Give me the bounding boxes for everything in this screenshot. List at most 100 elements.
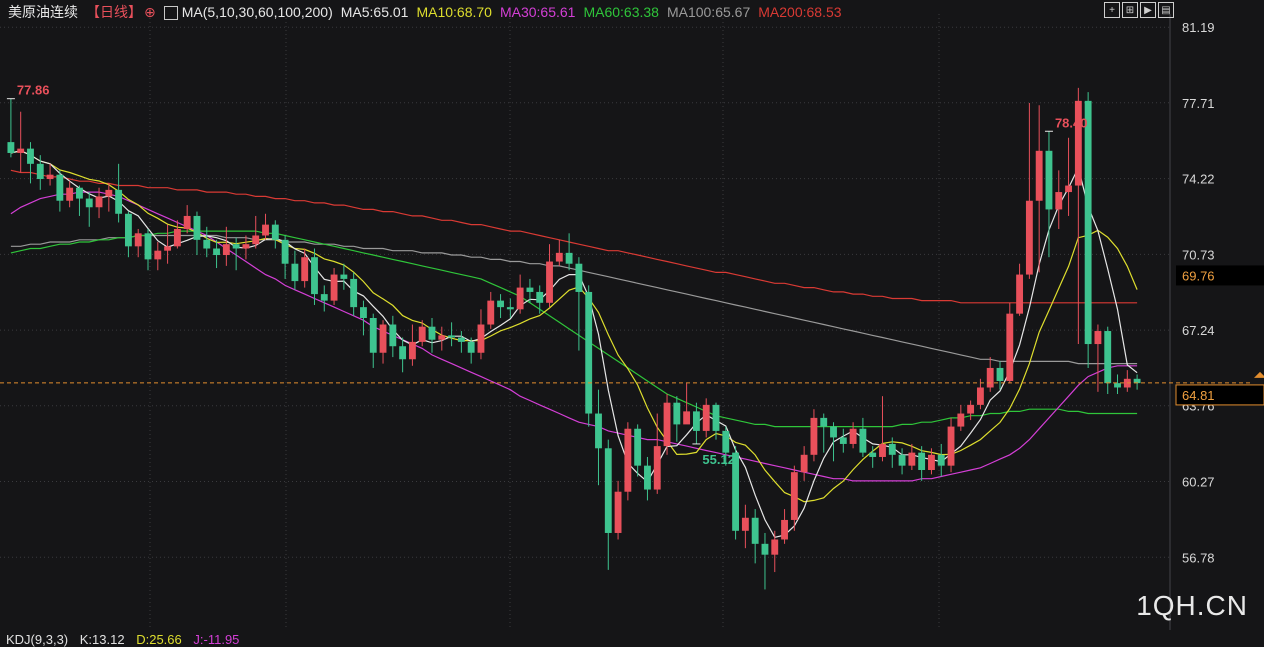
play-icon[interactable]: ▶ [1140, 2, 1156, 18]
kdj-k: K:13.12 [79, 632, 125, 647]
candle-body [457, 337, 465, 342]
y-tick-label: 70.73 [1182, 247, 1215, 262]
candle-body [928, 454, 935, 470]
candle-body [702, 404, 710, 431]
candle-body [66, 187, 74, 201]
candle-body [732, 452, 740, 531]
candle-body [957, 413, 965, 427]
y-tick-label: 60.27 [1182, 475, 1215, 490]
candle-body [271, 224, 279, 240]
chart-toolbar: + ⊞ ▶ ▤ [1104, 2, 1174, 18]
candle-body [1016, 274, 1024, 314]
candle-body [1074, 100, 1082, 186]
candle-body [849, 428, 857, 444]
ma10-marker-label: 69.76 [1182, 268, 1215, 283]
layout-icon[interactable]: ⊞ [1122, 2, 1138, 18]
symbol-name[interactable]: 美原油连续 [8, 4, 78, 20]
candle-body [947, 426, 955, 466]
chart-icon[interactable]: ▤ [1158, 2, 1174, 18]
kdj-label[interactable]: KDJ(9,3,3) [6, 632, 69, 647]
candle-body [262, 224, 269, 236]
candle-body [830, 426, 837, 438]
candle-body [1006, 313, 1014, 381]
candle-body [536, 291, 544, 303]
extreme-label: 77.86 [17, 83, 50, 98]
candle-body [418, 326, 426, 342]
candle-body [7, 142, 15, 153]
candle-body [800, 454, 808, 473]
y-tick-label: 74.22 [1182, 172, 1215, 187]
candle-body [154, 250, 162, 260]
candle-body [360, 307, 367, 318]
candle-body [555, 252, 563, 262]
candle-body [976, 387, 984, 405]
candle-body [311, 257, 318, 295]
candle-body [1104, 331, 1112, 384]
candle-body [712, 404, 720, 431]
candle-body [369, 318, 377, 353]
candle-body [918, 452, 926, 470]
kdj-indicator: KDJ(9,3,3) K:13.12 D:25.66 J:-11.95 [6, 632, 247, 647]
candle-body [859, 428, 867, 453]
candle-body [673, 402, 681, 425]
candle-body [634, 428, 642, 466]
candle-body [1035, 150, 1043, 201]
price-axis: 81.1977.7174.2270.7367.2463.7660.2756.78… [1175, 20, 1264, 565]
grid [0, 14, 1171, 630]
candle-body [1084, 100, 1092, 345]
candle-body [1094, 331, 1102, 345]
ma200-line [10, 169, 1138, 304]
candle-body [183, 215, 191, 229]
candle-body [604, 448, 612, 533]
candle-body [203, 239, 211, 249]
candle-body [1133, 378, 1141, 384]
candle-body [164, 246, 172, 251]
period-label[interactable]: 【日线】 [86, 4, 142, 20]
candle-body [467, 341, 475, 353]
ma-params[interactable]: MA(5,10,30,60,100,200) [181, 4, 333, 20]
candle-body [115, 189, 123, 214]
candle-body [585, 291, 593, 414]
candle-body [173, 228, 181, 247]
candle-body [683, 411, 691, 425]
candle-body [565, 252, 573, 264]
candle-body [908, 452, 916, 466]
candle-body [27, 148, 34, 164]
extreme-label: 55.12 [702, 452, 735, 467]
candle-body [291, 263, 299, 282]
candle-body [751, 517, 759, 544]
candle-body [36, 163, 44, 180]
y-tick-label: 56.78 [1182, 550, 1215, 565]
candle-body [771, 539, 779, 555]
candle-body [428, 326, 436, 340]
candle-body [761, 543, 769, 555]
candle-body [144, 233, 152, 260]
candle-body [820, 417, 828, 427]
settings-icon[interactable]: ⊕ [144, 3, 156, 20]
candle-body [448, 335, 456, 338]
candle-body [408, 341, 416, 360]
indicator-icon[interactable] [163, 6, 178, 20]
y-tick-label: 67.24 [1182, 323, 1215, 338]
candle-body [76, 187, 83, 199]
candle-body [595, 413, 602, 449]
candle-body [95, 196, 103, 208]
candle-body [722, 430, 730, 453]
candle-body [869, 452, 877, 457]
plus-square-icon[interactable]: + [1104, 2, 1120, 18]
y-tick-label: 81.19 [1182, 20, 1215, 35]
kdj-d: D:25.66 [136, 632, 182, 647]
candle-body [546, 261, 553, 303]
candle-body [85, 198, 93, 208]
candle-body [487, 300, 495, 325]
ma10-marker-box [1176, 265, 1264, 286]
candle-body [1065, 185, 1072, 193]
kdj-j: J:-11.95 [193, 632, 240, 647]
ma200-value: MA200:68.53 [758, 4, 842, 20]
candle-body [506, 307, 514, 310]
ma30-value: MA30:65.61 [499, 4, 576, 20]
candle-body [996, 367, 1004, 381]
candle-body [124, 213, 132, 247]
